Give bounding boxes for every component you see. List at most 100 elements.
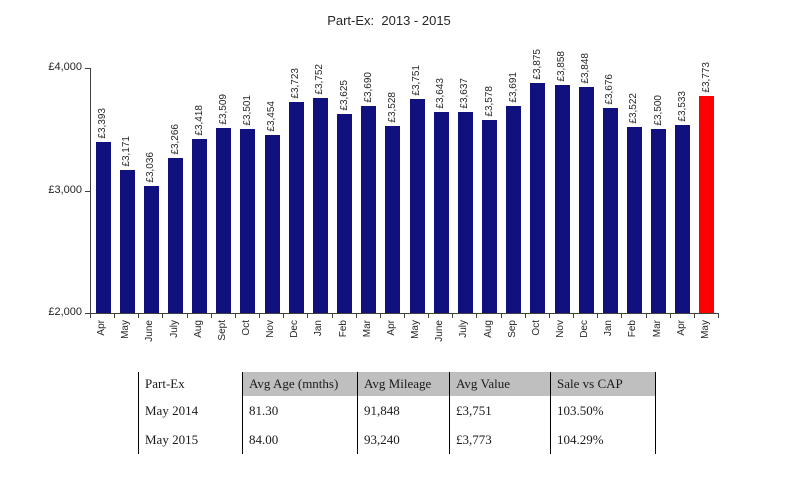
- bar: [289, 102, 304, 313]
- x-axis-category-label: June: [144, 320, 155, 342]
- bar-value-label: £3,533: [677, 91, 688, 122]
- bar-value-label: £3,723: [290, 68, 301, 99]
- bar-value-label: £3,676: [604, 74, 615, 105]
- bar-value-label: £3,858: [556, 51, 567, 82]
- x-axis-category-label: July: [169, 320, 180, 338]
- x-axis-category-label: Jan: [313, 320, 324, 337]
- x-axis-tick-mark: [283, 314, 284, 318]
- x-axis-category-label: Nov: [555, 320, 566, 338]
- x-axis-tick-mark: [162, 314, 163, 318]
- bar: [530, 83, 545, 313]
- bar: [555, 85, 570, 313]
- bar-value-label: £3,522: [628, 93, 639, 124]
- x-axis-tick-mark: [670, 314, 671, 318]
- x-axis-tick-mark: [694, 314, 695, 318]
- table-row: May 2015 84.00 93,240 £3,773 104.29%: [138, 425, 656, 454]
- y-axis-tick-mark: [85, 190, 90, 192]
- x-axis-category-label: Oct: [531, 320, 542, 336]
- table-cell: 103.50%: [550, 396, 656, 425]
- x-axis-tick-mark: [138, 314, 139, 318]
- bar: [361, 106, 376, 313]
- bar: [579, 87, 594, 313]
- bar: [120, 170, 135, 313]
- x-axis-category-label: July: [458, 320, 469, 338]
- bar-value-label: £3,509: [218, 94, 229, 125]
- bar-value-label: £3,691: [508, 72, 519, 103]
- table-row: May 2014 81.30 91,848 £3,751 103.50%: [138, 396, 656, 425]
- x-axis-category-label: Aug: [483, 320, 494, 338]
- x-axis-category-label: June: [434, 320, 445, 342]
- x-axis-category-label: Apr: [96, 320, 107, 336]
- table-cell: £3,751: [449, 396, 551, 425]
- x-axis-category-label: Nov: [265, 320, 276, 338]
- bar-value-label: £3,393: [97, 108, 108, 139]
- y-axis-tick-mark: [85, 313, 90, 314]
- x-axis-category-label: Dec: [289, 320, 300, 338]
- bar-value-label: £3,418: [194, 105, 205, 136]
- bar: [434, 112, 449, 313]
- y-axis-tick-label: £2,000: [48, 306, 82, 318]
- x-axis-tick-mark: [114, 314, 115, 318]
- bar: [482, 120, 497, 313]
- bar-value-label: £3,171: [121, 136, 132, 167]
- table-header-cell: Avg Mileage: [357, 372, 450, 396]
- chart-title: Part-Ex: 2013 - 2015: [327, 13, 451, 28]
- x-axis-category-label: Feb: [338, 320, 349, 338]
- x-axis-tick-mark: [501, 314, 502, 318]
- bar-value-label: £3,875: [532, 49, 543, 80]
- x-axis-category-label: Apr: [676, 320, 687, 336]
- bar-value-label: £3,637: [459, 78, 470, 109]
- y-axis-tick-mark: [85, 68, 90, 69]
- x-axis-tick-mark: [187, 314, 188, 318]
- table-cell: May 2014: [138, 396, 243, 425]
- x-axis-tick-mark: [428, 314, 429, 318]
- x-axis-tick-mark: [259, 314, 260, 318]
- bar-value-label: £3,578: [484, 86, 495, 117]
- bar: [651, 129, 666, 313]
- x-axis-tick-mark: [476, 314, 477, 318]
- table-cell: 93,240: [357, 425, 450, 454]
- table-header-cell: Avg Value: [449, 372, 551, 396]
- x-axis-tick-mark: [211, 314, 212, 318]
- table-cell: 81.30: [242, 396, 358, 425]
- x-axis-tick-mark: [356, 314, 357, 318]
- bar: [96, 142, 111, 313]
- bar-value-label: £3,690: [363, 72, 374, 103]
- x-axis-category-label: Mar: [362, 320, 373, 338]
- bar: [603, 108, 618, 313]
- x-axis-tick-mark: [452, 314, 453, 318]
- bar: [385, 126, 400, 313]
- table-header-cell: Avg Age (mnths): [242, 372, 358, 396]
- x-axis-tick-mark: [573, 314, 574, 318]
- bar: [675, 125, 690, 313]
- x-axis-tick-mark: [597, 314, 598, 318]
- part-ex-bar-chart: Part-Ex: 2013 - 2015 £4,000 £3,000 £2,000 …: [48, 13, 719, 342]
- bar-value-label: £3,036: [145, 152, 156, 183]
- x-axis-category-label: May: [410, 320, 421, 339]
- bar-highlighted: [699, 96, 714, 313]
- bar: [265, 135, 280, 313]
- summary-table: Part-Ex Avg Age (mnths) Avg Mileage Avg Val…: [138, 372, 656, 454]
- x-axis-category-label: Dec: [579, 320, 590, 338]
- x-axis-category-label: May: [120, 320, 131, 339]
- table-cell: £3,773: [449, 425, 551, 454]
- table-cell: 104.29%: [550, 425, 656, 454]
- bar-value-label: £3,773: [701, 62, 712, 93]
- bar: [216, 128, 231, 313]
- x-axis-tick-mark: [404, 314, 405, 318]
- bar-value-label: £3,643: [435, 78, 446, 109]
- x-axis-tick-mark: [90, 314, 91, 318]
- x-axis-tick-mark: [307, 314, 308, 318]
- x-axis-category-label: Oct: [241, 320, 252, 336]
- x-axis-category-label: Sep: [507, 320, 518, 338]
- x-axis-category-label: Apr: [386, 320, 397, 336]
- table-header-cell: Sale vs CAP: [550, 372, 656, 396]
- x-axis-category-label: May: [700, 320, 711, 339]
- bar-value-label: £3,528: [387, 92, 398, 123]
- bar: [313, 98, 328, 313]
- bar-value-label: £3,454: [266, 101, 277, 132]
- bar-value-label: £3,500: [653, 95, 664, 126]
- bar-value-label: £3,751: [411, 65, 422, 96]
- x-axis-tick-mark: [525, 314, 526, 318]
